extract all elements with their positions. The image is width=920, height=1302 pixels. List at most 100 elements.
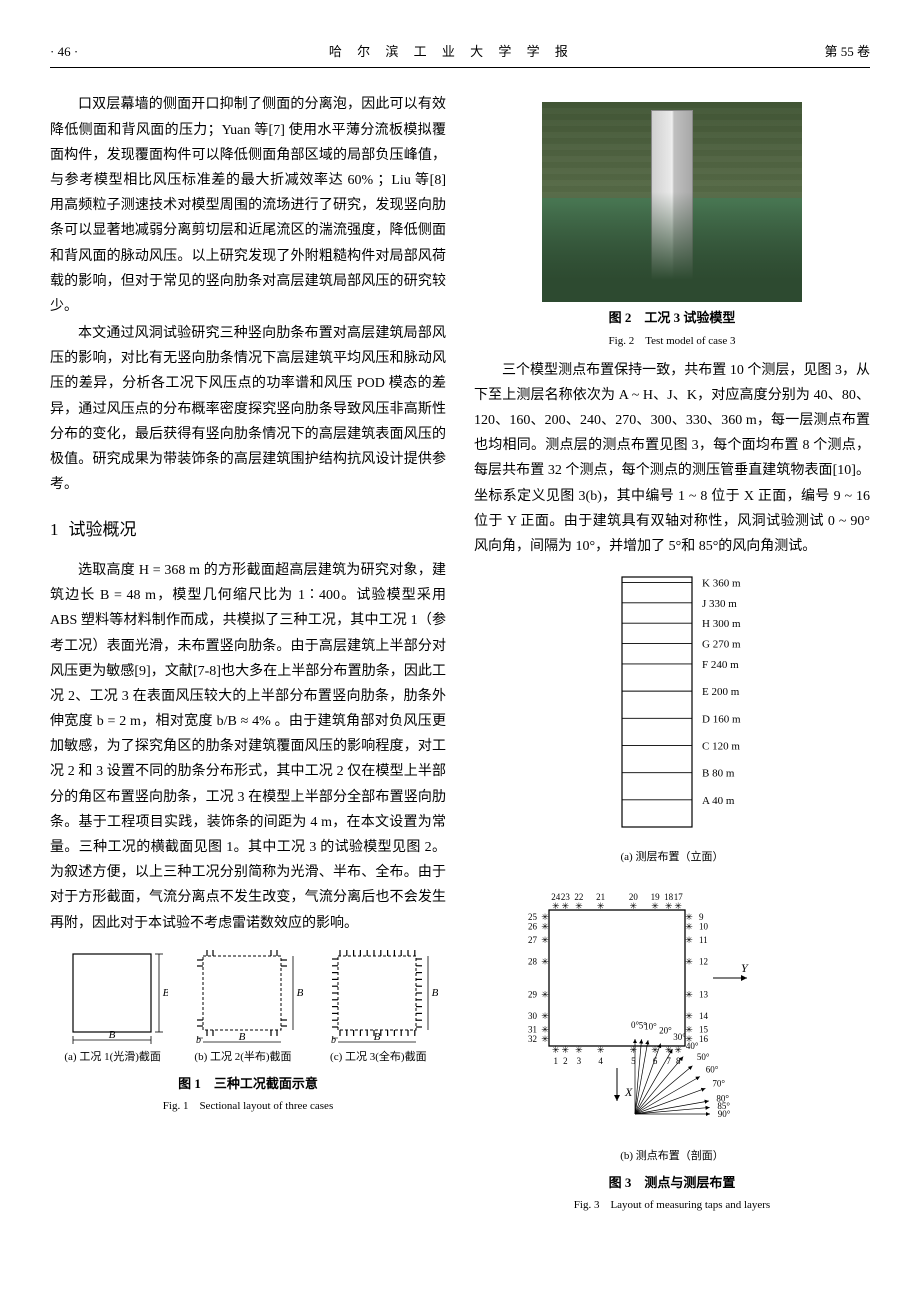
svg-text:4: 4 [598,1056,603,1066]
figure-1-panels: B B (a) 工况 1(光滑)截面 [50,946,446,1068]
journal-title: 哈 尔 滨 工 业 大 学 学 报 [78,40,824,63]
svg-text:21: 21 [596,892,605,902]
svg-text:32: 32 [528,1034,537,1044]
svg-text:B 80 m: B 80 m [702,768,735,780]
svg-text:✳: ✳ [685,921,693,931]
svg-text:27: 27 [528,935,538,945]
figure-3-caption-en: Fig. 3 Layout of measuring taps and laye… [474,1196,870,1216]
svg-text:✳: ✳ [541,921,549,931]
svg-text:Y: Y [741,961,749,975]
svg-text:H 300 m: H 300 m [702,618,741,630]
svg-text:A 40 m: A 40 m [702,795,735,807]
cross-section-b: b B B [183,946,303,1046]
svg-text:70°: 70° [712,1079,725,1089]
svg-text:K 360 m: K 360 m [702,578,741,590]
figure-1-panel-c: b B B (c) 工况 3(全布)截面 [318,946,438,1068]
svg-text:20°: 20° [659,1025,672,1035]
svg-text:25: 25 [528,912,538,922]
figure-1c-label: (c) 工况 3(全布)截面 [318,1048,438,1068]
svg-text:X: X [624,1085,633,1099]
cross-section-a: B B [58,946,168,1046]
figure-2-photo [542,102,802,302]
svg-text:✳: ✳ [552,901,560,911]
svg-text:18: 18 [664,892,674,902]
figure-3: K 360 m J 330 m H 300 m G 270 m F 240 m E 200… [474,569,870,1216]
svg-text:29: 29 [528,989,538,999]
svg-text:B: B [108,1029,115,1041]
svg-text:J 330 m: J 330 m [702,598,737,610]
figure-3a-elevation: K 360 m J 330 m H 300 m G 270 m F 240 m E 200… [532,569,812,839]
svg-text:B: B [432,987,438,999]
svg-text:G 270 m: G 270 m [702,639,741,651]
section-heading: 1 试验概况 [50,515,446,546]
svg-text:✳: ✳ [541,1025,549,1035]
svg-text:✳: ✳ [597,1045,605,1055]
svg-text:C 120 m: C 120 m [702,741,740,753]
svg-text:✳: ✳ [665,901,673,911]
svg-text:12: 12 [699,957,708,967]
svg-text:B: B [162,987,167,999]
svg-text:28: 28 [528,957,538,967]
section-number: 1 [50,520,59,539]
svg-text:✳: ✳ [685,912,693,922]
figure-1-panel-b: b B B (b) 工况 2(半布)截面 [183,946,303,1068]
svg-text:✳: ✳ [541,1034,549,1044]
svg-text:✳: ✳ [674,1045,682,1055]
svg-text:✳: ✳ [541,1011,549,1021]
figure-2: 图 2 工况 3 试验模型 Fig. 2 Test model of case … [474,102,870,351]
paragraph: 选取高度 H = 368 m 的方形截面超高层建筑为研究对象，建筑边长 B = … [50,558,446,936]
figure-3b-plan: ✳1✳2✳3✳4✳5✳6✳7✳8✳9✳10✳11✳12✳13✳14✳15✳16✳… [507,868,837,1138]
svg-text:b: b [196,1035,201,1046]
figure-2-caption-en: Fig. 2 Test model of case 3 [474,332,870,352]
svg-text:40°: 40° [686,1041,699,1051]
paragraph: 口双层幕墙的侧面开口抑制了侧面的分离泡，因此可以有效降低侧面和背风面的压力；Yu… [50,92,446,319]
page-number: · 46 · [50,40,78,63]
right-column: 图 2 工况 3 试验模型 Fig. 2 Test model of case … [474,92,870,1222]
svg-text:30°: 30° [673,1032,686,1042]
svg-text:✳: ✳ [685,989,693,999]
figure-1: B B (a) 工况 1(光滑)截面 [50,946,446,1117]
svg-text:✳: ✳ [562,1045,570,1055]
svg-text:10°: 10° [644,1021,657,1031]
left-column: 口双层幕墙的侧面开口抑制了侧面的分离泡，因此可以有效降低侧面和背风面的压力；Yu… [50,92,446,1222]
figure-1-caption-cn: 图 1 三种工况截面示意 [50,1072,446,1095]
svg-text:19: 19 [651,892,661,902]
cross-section-c: b B B [318,946,438,1046]
svg-text:✳: ✳ [630,1045,638,1055]
svg-text:16: 16 [699,1034,709,1044]
volume: 第 55 卷 [824,40,870,63]
svg-text:9: 9 [699,912,704,922]
svg-text:✳: ✳ [541,912,549,922]
svg-text:24: 24 [551,892,561,902]
svg-text:E 200 m: E 200 m [702,686,740,698]
figure-3-caption-cn: 图 3 测点与测层布置 [474,1171,870,1194]
section-title: 试验概况 [69,520,137,539]
svg-text:✳: ✳ [552,1045,560,1055]
svg-text:B: B [297,987,303,999]
svg-text:✳: ✳ [575,901,583,911]
svg-text:11: 11 [699,935,708,945]
svg-text:26: 26 [528,921,538,931]
figure-1-panel-a: B B (a) 工况 1(光滑)截面 [58,946,168,1068]
svg-text:7: 7 [666,1056,671,1066]
svg-text:31: 31 [528,1025,537,1035]
model-tower [651,110,693,292]
svg-text:D 160 m: D 160 m [702,713,741,725]
page-header: · 46 · 哈 尔 滨 工 业 大 学 学 报 第 55 卷 [50,40,870,68]
figure-1b-label: (b) 工况 2(半布)截面 [183,1048,303,1068]
svg-text:✳: ✳ [541,989,549,999]
svg-text:F 240 m: F 240 m [702,659,739,671]
svg-text:2: 2 [563,1056,568,1066]
svg-text:30: 30 [528,1011,538,1021]
svg-text:✳: ✳ [685,935,693,945]
paragraph: 本文通过风洞试验研究三种竖向肋条布置对高层建筑局部风压的影响，对比有无竖向肋条情… [50,321,446,497]
svg-text:1: 1 [554,1056,559,1066]
svg-text:23: 23 [561,892,571,902]
svg-text:✳: ✳ [541,935,549,945]
svg-text:22: 22 [574,892,583,902]
svg-text:✳: ✳ [685,957,693,967]
svg-text:B: B [239,1031,246,1043]
svg-text:10: 10 [699,921,709,931]
svg-text:✳: ✳ [597,901,605,911]
svg-text:20: 20 [629,892,639,902]
